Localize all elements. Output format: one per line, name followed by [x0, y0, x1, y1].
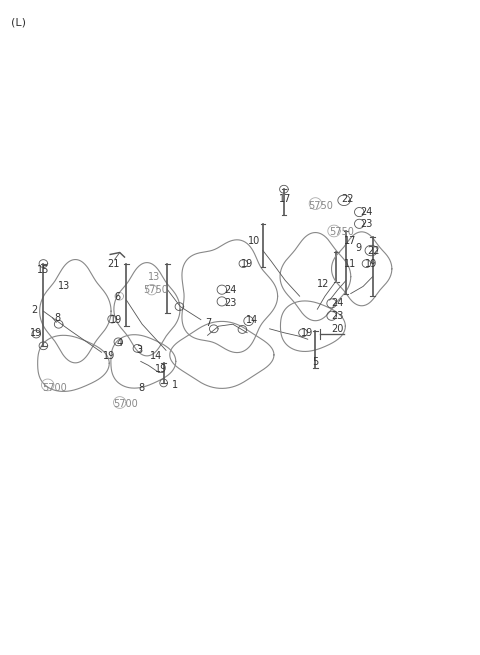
Text: 20: 20	[332, 324, 344, 335]
Text: 24: 24	[332, 299, 344, 309]
Text: 5700: 5700	[114, 400, 138, 409]
Text: 2: 2	[31, 305, 37, 315]
Text: 5750: 5750	[329, 227, 354, 236]
Text: 24: 24	[224, 286, 237, 295]
Text: 14: 14	[150, 350, 163, 360]
Text: 1: 1	[172, 380, 178, 390]
Text: 19: 19	[241, 259, 253, 269]
Text: 5700: 5700	[42, 383, 67, 392]
Text: 3: 3	[136, 345, 142, 354]
Text: 19: 19	[110, 314, 122, 325]
Text: 22: 22	[367, 246, 380, 256]
Text: 13: 13	[58, 282, 70, 291]
Text: 13: 13	[148, 272, 160, 282]
Text: 15: 15	[37, 265, 49, 275]
Text: 12: 12	[317, 279, 330, 289]
Text: 11: 11	[344, 259, 356, 269]
Text: (L): (L)	[11, 18, 26, 28]
Text: 19: 19	[103, 351, 115, 361]
Text: 23: 23	[360, 219, 372, 229]
Text: 8: 8	[55, 312, 61, 323]
Text: 19: 19	[300, 328, 313, 338]
Text: 17: 17	[279, 194, 291, 204]
Text: 6: 6	[115, 292, 120, 302]
Text: 5750: 5750	[143, 286, 168, 295]
Text: 4: 4	[117, 338, 123, 348]
Text: 5: 5	[312, 357, 319, 367]
Text: 9: 9	[356, 243, 361, 253]
Text: 7: 7	[205, 318, 211, 328]
Text: 10: 10	[248, 236, 260, 246]
Text: 8: 8	[138, 383, 144, 393]
Text: 19: 19	[30, 328, 42, 339]
Text: 5750: 5750	[308, 200, 333, 210]
Text: 21: 21	[108, 259, 120, 269]
Text: 23: 23	[332, 311, 344, 322]
Text: 24: 24	[360, 207, 372, 217]
Text: 17: 17	[344, 236, 356, 246]
Text: 19: 19	[155, 364, 168, 373]
Text: 23: 23	[224, 299, 237, 309]
Text: 22: 22	[341, 194, 354, 204]
Text: 14: 14	[246, 314, 258, 325]
Text: 19: 19	[365, 259, 377, 269]
